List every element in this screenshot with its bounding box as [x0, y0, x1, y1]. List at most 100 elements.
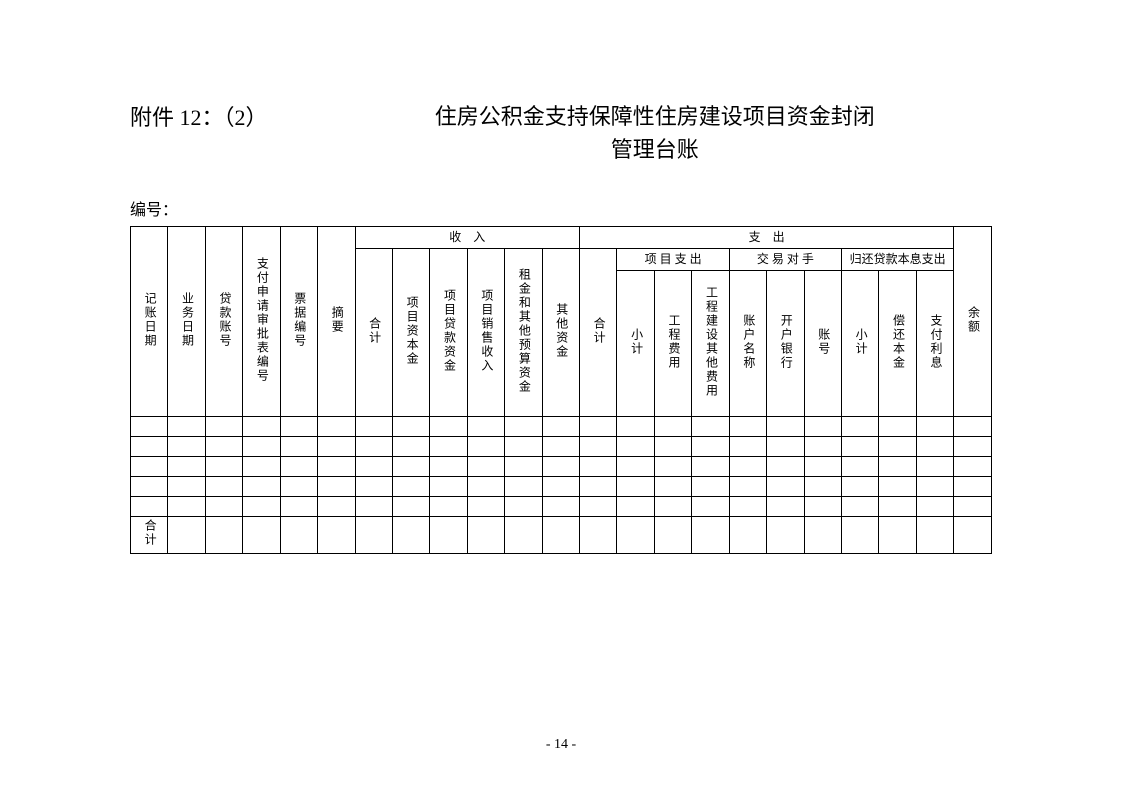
col-project-capital: 项目资本金 — [392, 249, 429, 417]
title-row: 附件 12：（2） 住房公积金支持保障性住房建设项目资金封闭 管理台账 — [130, 100, 992, 166]
col-group-project-expense: 项 目 支 出 — [617, 249, 729, 271]
table-cell — [318, 497, 355, 517]
table-cell — [168, 417, 205, 437]
table-cell — [243, 497, 280, 517]
table-cell — [280, 437, 317, 457]
table-cell — [355, 497, 392, 517]
table-cell — [580, 417, 617, 437]
col-group-counterparty: 交 易 对 手 — [729, 249, 841, 271]
table-cell — [767, 477, 804, 497]
table-cell — [280, 457, 317, 477]
col-sales-income: 项目销售收入 — [467, 249, 504, 417]
col-voucher-number: 票据编号 — [280, 227, 317, 417]
table-cell — [392, 497, 429, 517]
table-cell — [692, 457, 729, 477]
table-cell — [131, 497, 168, 517]
col-record-date: 记账日期 — [131, 227, 168, 417]
table-cell — [280, 497, 317, 517]
table-cell — [692, 437, 729, 457]
table-cell — [842, 477, 879, 497]
table-cell — [430, 417, 467, 437]
table-cell — [916, 417, 953, 437]
table-cell — [692, 497, 729, 517]
table-cell — [954, 417, 992, 437]
table-cell — [692, 477, 729, 497]
table-cell — [318, 477, 355, 497]
table-cell — [879, 517, 916, 554]
table-cell — [954, 477, 992, 497]
table-cell — [654, 477, 691, 497]
table-cell — [205, 497, 242, 517]
table-cell — [617, 517, 654, 554]
table-cell — [580, 477, 617, 497]
table-cell — [542, 437, 579, 457]
table-cell — [467, 457, 504, 477]
table-cell — [654, 517, 691, 554]
table-cell — [243, 457, 280, 477]
col-group-loan-repay: 归还贷款本息支出 — [842, 249, 954, 271]
table-cell — [842, 457, 879, 477]
page-number: - 14 - — [0, 737, 1122, 753]
table-cell — [168, 497, 205, 517]
table-cell — [168, 457, 205, 477]
table-cell — [318, 417, 355, 437]
table-cell — [542, 457, 579, 477]
table-cell — [654, 437, 691, 457]
col-group-expense: 支 出 — [580, 227, 954, 249]
table-cell — [729, 457, 766, 477]
ledger-table: 记账日期 业务日期 贷款账号 支付申请审批表编号 票据编号 摘要 收 入 支 出… — [130, 226, 992, 554]
table-cell — [654, 497, 691, 517]
table-cell — [617, 497, 654, 517]
col-account-number: 账号 — [804, 271, 841, 417]
table-cell — [729, 477, 766, 497]
table-cell — [580, 437, 617, 457]
table-cell — [505, 417, 542, 437]
table-cell — [879, 437, 916, 457]
table-cell — [954, 457, 992, 477]
table-cell — [318, 517, 355, 554]
table-cell — [542, 477, 579, 497]
table-cell — [430, 497, 467, 517]
table-cell — [617, 457, 654, 477]
table-cell — [131, 477, 168, 497]
table-row — [131, 437, 992, 457]
table-cell — [617, 417, 654, 437]
col-project-loan: 项目贷款资金 — [430, 249, 467, 417]
table-cell — [467, 517, 504, 554]
table-cell — [654, 457, 691, 477]
table-cell — [430, 437, 467, 457]
table-cell — [916, 477, 953, 497]
table-cell — [131, 457, 168, 477]
table-cell — [804, 497, 841, 517]
table-cell — [842, 417, 879, 437]
table-cell — [804, 417, 841, 437]
col-business-date: 业务日期 — [168, 227, 205, 417]
col-interest: 支付利息 — [916, 271, 953, 417]
table-cell — [467, 497, 504, 517]
table-cell — [767, 457, 804, 477]
table-cell — [243, 517, 280, 554]
col-engineering-cost: 工程费用 — [654, 271, 691, 417]
table-cell — [804, 517, 841, 554]
table-cell — [355, 457, 392, 477]
col-balance: 余额 — [954, 227, 992, 417]
table-cell — [916, 457, 953, 477]
table-row — [131, 477, 992, 497]
table-cell — [729, 497, 766, 517]
table-cell — [879, 497, 916, 517]
col-principal: 偿还本金 — [879, 271, 916, 417]
table-cell — [430, 517, 467, 554]
table-cell — [542, 417, 579, 437]
col-summary: 摘要 — [318, 227, 355, 417]
col-expense-total: 合计 — [580, 249, 617, 417]
table-cell — [243, 477, 280, 497]
table-cell — [392, 517, 429, 554]
table-cell — [355, 417, 392, 437]
table-cell — [729, 417, 766, 437]
table-cell — [318, 437, 355, 457]
table-cell — [280, 477, 317, 497]
table-cell — [692, 517, 729, 554]
table-cell — [392, 437, 429, 457]
table-cell — [767, 437, 804, 457]
table-cell — [767, 417, 804, 437]
